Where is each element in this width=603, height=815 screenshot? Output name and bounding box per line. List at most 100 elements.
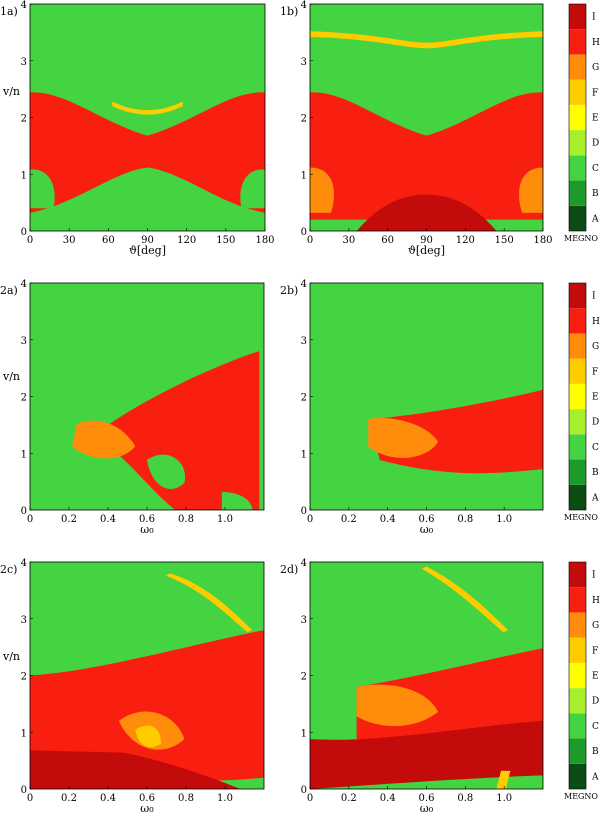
- colorbar-level-label: D: [592, 697, 599, 707]
- colorbar-swatch-b: [569, 459, 586, 485]
- y-axis-label: v/n: [2, 370, 20, 383]
- y-tick-label: 0: [21, 227, 27, 238]
- x-tick-label: 0.8: [457, 793, 473, 804]
- y-tick-label: 4: [21, 279, 27, 290]
- x-tick-label: 30: [342, 235, 355, 246]
- x-tick-label: 120: [177, 235, 196, 246]
- y-tick-label: 4: [301, 279, 307, 290]
- heatmap-region-i: [310, 720, 543, 789]
- colorbar-swatch-e: [569, 662, 586, 689]
- heatmap-region-f: [165, 573, 253, 633]
- heatmap-region-f: [112, 101, 183, 115]
- x-axis-label: ϑ[deg]: [408, 244, 445, 257]
- colorbar-swatch-f: [569, 358, 586, 384]
- colorbar-level-label: A: [591, 214, 599, 224]
- x-tick-label: 0: [307, 514, 313, 525]
- colorbar-swatch-i: [569, 562, 586, 588]
- x-tick-label: 0.2: [61, 793, 77, 804]
- colorbar-level-label: B: [592, 468, 599, 478]
- heatmap-region-c: [147, 454, 186, 490]
- colorbar-level-label: I: [592, 571, 596, 581]
- colorbar-swatch-d: [569, 688, 586, 714]
- colorbar-level-label: F: [592, 88, 598, 98]
- colorbar-level-label: B: [592, 189, 599, 199]
- x-axis-label: ω₀: [420, 802, 434, 815]
- colorbar-frame: [568, 282, 587, 511]
- heatmap-region-g: [72, 420, 136, 459]
- panel-1b: 1b) 0 1 2 3 4 0 30 60 90 120 150 180 ϑ[deg]: [280, 0, 553, 257]
- x-axis-label: ϑ[deg]: [129, 244, 166, 257]
- panel-2b: 2b) 0 1 2 3 4 0 0.2 0.4 0.6 0.8 1.0 ω₀: [280, 279, 544, 536]
- colorbar-swatch-g: [569, 333, 586, 359]
- x-tick-label: 120: [456, 235, 475, 246]
- colorbar-swatch-b: [569, 180, 586, 206]
- colorbar-swatch-f: [569, 637, 586, 663]
- heatmap-region-h: [30, 92, 265, 213]
- y-tick-label: 1: [301, 449, 307, 460]
- x-tick-label: 0: [307, 235, 313, 246]
- colorbar-title: MEGNO: [564, 234, 598, 243]
- x-tick-label: 0.4: [100, 793, 116, 804]
- panel-label: 2b): [280, 284, 298, 297]
- x-tick-label: 90: [141, 235, 154, 246]
- y-tick-label: 0: [301, 227, 307, 238]
- x-tick-label: 30: [63, 235, 76, 246]
- colorbar-level-label: A: [591, 493, 599, 503]
- colorbar-swatch-i: [569, 283, 586, 309]
- colorbar-swatch-c: [569, 713, 586, 739]
- y-tick-label: 3: [21, 336, 27, 347]
- y-tick-label: 1: [301, 728, 307, 739]
- x-tick-label: 0.8: [178, 514, 194, 525]
- x-tick-label: 1.0: [496, 793, 512, 804]
- y-tick-label: 2: [301, 114, 307, 125]
- x-tick-label: 60: [381, 235, 394, 246]
- x-tick-label: 0.6: [419, 793, 435, 804]
- colorbar-swatch-b: [569, 738, 586, 764]
- x-tick-label: 90: [420, 235, 433, 246]
- y-tick-label: 3: [301, 336, 307, 347]
- y-axis-label: v/n: [2, 650, 20, 663]
- colorbar-level-label: E: [592, 393, 599, 403]
- y-tick-label: 4: [21, 0, 27, 11]
- colorbar-level-label: H: [592, 317, 600, 327]
- heatmap-region-c: [221, 491, 253, 510]
- x-tick-label: 150: [216, 235, 235, 246]
- colorbar-frame: [568, 3, 587, 232]
- x-tick-label: 180: [533, 235, 552, 246]
- heatmap-region-i: [356, 194, 497, 231]
- colorbar-level-label: F: [592, 646, 598, 656]
- colorbar-level-label: B: [592, 747, 599, 757]
- x-tick-label: 0.6: [139, 793, 155, 804]
- y-tick-label: 1: [301, 170, 307, 181]
- x-axis-label: ω₀: [140, 802, 154, 815]
- colorbar-swatch-h: [569, 29, 586, 55]
- colorbar-swatch-c: [569, 155, 586, 181]
- megno-colorbar: A B C D E F G H I MEGNO: [564, 561, 600, 801]
- x-tick-label: 0.2: [341, 514, 357, 525]
- heatmap-region-c: [30, 169, 55, 209]
- heatmap-region-h: [310, 92, 543, 220]
- x-tick-label: 60: [102, 235, 115, 246]
- x-tick-label: 0: [27, 235, 33, 246]
- heatmap-region-f: [310, 31, 543, 49]
- panel-2c: 2c) 0 1 2 3 4 0 0.2 0.4 0.6 0.8 1.0 ω₀ v/n: [0, 558, 265, 815]
- colorbar-swatch-e: [569, 104, 586, 131]
- y-tick-label: 3: [301, 57, 307, 68]
- x-tick-label: 0.6: [419, 514, 435, 525]
- colorbar-swatch-g: [569, 612, 586, 638]
- colorbar-level-label: C: [592, 164, 599, 174]
- colorbar-level-label: G: [592, 342, 599, 352]
- y-tick-label: 0: [21, 506, 27, 517]
- colorbar-level-label: C: [592, 722, 599, 732]
- panel-label: 2d): [280, 563, 298, 576]
- colorbar-swatch-c: [569, 434, 586, 460]
- panel-label: 2a): [0, 284, 18, 297]
- y-tick-label: 4: [301, 558, 307, 569]
- x-tick-label: 0.8: [178, 793, 194, 804]
- colorbar-title: MEGNO: [564, 513, 598, 522]
- colorbar-swatch-h: [569, 587, 586, 613]
- x-tick-label: 0.2: [341, 793, 357, 804]
- x-tick-label: 0.2: [61, 514, 77, 525]
- panel-1a: 1a) 0 1 2 3 4 0 30 60 90 120 150 180 ϑ[deg] v/n: [0, 0, 275, 257]
